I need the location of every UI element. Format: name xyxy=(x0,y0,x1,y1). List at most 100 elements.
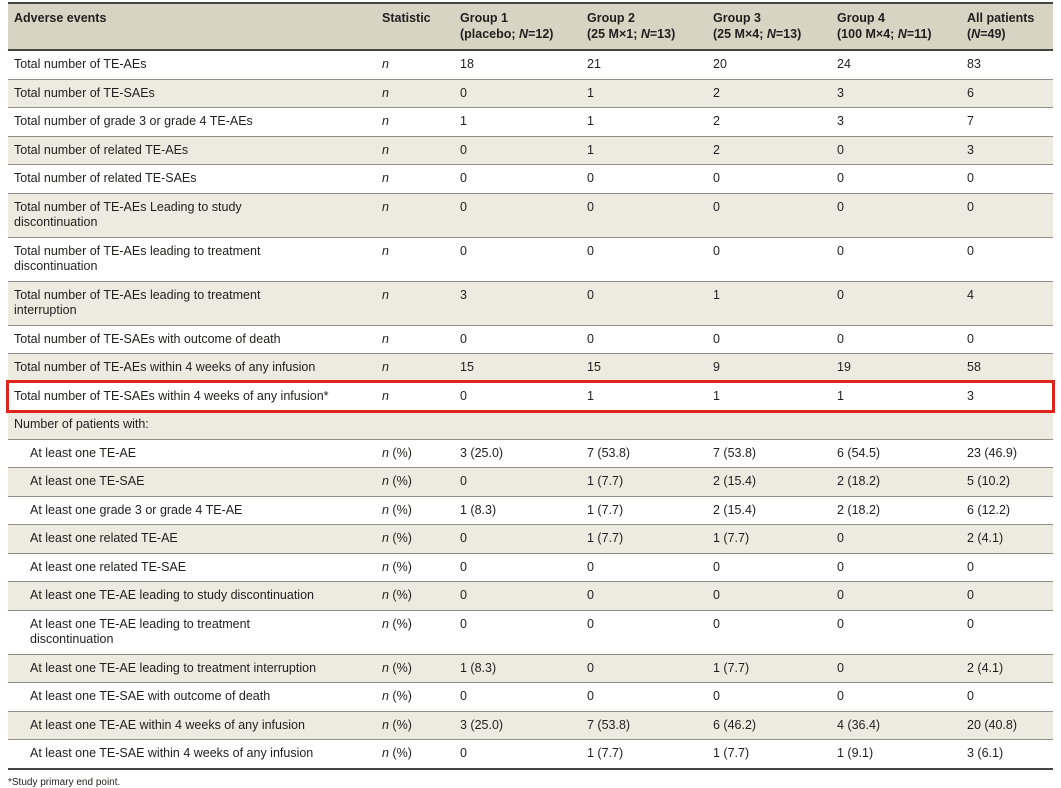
cell-value: 0 xyxy=(581,581,707,610)
row-label: Total number of related TE-SAEs xyxy=(8,164,376,193)
cell-value: 2 (18.2) xyxy=(831,467,961,496)
cell-value: 3 (6.1) xyxy=(961,739,1053,769)
cell-value: 15 xyxy=(454,353,581,382)
cell-value: 0 xyxy=(454,236,581,281)
cell-value: 1 (7.7) xyxy=(581,495,707,525)
cell-value: 1 xyxy=(581,107,707,136)
cell-value: 0 xyxy=(831,135,961,165)
cell-value: 0 xyxy=(454,552,581,582)
table-row: Total number of TE-SAEs within 4 weeks o… xyxy=(6,380,1055,413)
table-body: Total number of TE-AEs n 18 21 20 24 83 Total n… xyxy=(6,50,1055,769)
section-label: Number of patients with: xyxy=(8,410,1053,439)
cell-value: 15 xyxy=(581,353,707,382)
cell-value: 0 xyxy=(707,682,831,711)
cell-value: 1 (7.7) xyxy=(707,739,831,769)
row-label: Total number of TE-SAEs xyxy=(8,78,376,108)
cell-value: 2 (4.1) xyxy=(961,524,1053,553)
row-label: At least one related TE-SAE xyxy=(8,552,376,582)
table-row: At least one related TE-AE n (%) 0 1 (7.7) 1… xyxy=(8,524,1053,553)
cell-value: 0 xyxy=(581,682,707,711)
cell-value: 20 (40.8) xyxy=(961,710,1053,740)
row-label: Total number of TE-AEs Leading to study … xyxy=(8,192,376,237)
group3-name: Group 3 xyxy=(713,11,761,25)
group3-detail: (25 M×4; N=13) xyxy=(713,26,802,41)
col-header-adverse-events: Adverse events xyxy=(8,3,376,51)
cell-value: 0 xyxy=(581,236,707,281)
cell-value: 0 xyxy=(831,164,961,193)
cell-value: 0 xyxy=(581,324,707,354)
statistic-cell: n xyxy=(376,107,454,136)
table-row: Total number of related TE-AEs n 0 1 2 0 3 xyxy=(8,135,1053,165)
table-row: At least one TE-AE leading to treatment … xyxy=(8,609,1053,654)
cell-value: 0 xyxy=(831,581,961,610)
statistic-cell: n xyxy=(382,57,389,71)
col-header-statistic: Statistic xyxy=(376,3,454,51)
cell-value: 0 xyxy=(831,324,961,354)
cell-value: 83 xyxy=(967,57,981,71)
cell-value: 1 (7.7) xyxy=(707,524,831,553)
cell-value: 0 xyxy=(707,192,831,237)
cell-value: 0 xyxy=(454,739,581,769)
group1-name: Group 1 xyxy=(460,11,508,25)
cell-value: 3 (25.0) xyxy=(454,438,581,468)
row-label: Total number of TE-AEs xyxy=(14,57,147,71)
cell-value: 7 xyxy=(961,107,1053,136)
table-row: At least one TE-SAE n (%) 0 1 (7.7) 2 (15.4)… xyxy=(8,467,1053,496)
cell-value: 3 (25.0) xyxy=(454,710,581,740)
statistic-cell: n (%) xyxy=(376,739,454,769)
statistic-cell: n (%) xyxy=(376,552,454,582)
group2-detail: (25 M×1; N=13) xyxy=(587,26,676,41)
cell-value: 0 xyxy=(454,609,581,654)
statistic-cell: n xyxy=(376,381,454,411)
cell-value: 2 xyxy=(707,135,831,165)
col-header-group3: Group 3 (25 M×4; N=13) xyxy=(707,3,831,51)
cell-value: 0 xyxy=(454,682,581,711)
table-row: At least one TE-SAE within 4 weeks of an… xyxy=(8,739,1053,769)
table-row: Total number of TE-AEs Leading to study … xyxy=(8,192,1053,237)
statistic-cell: n xyxy=(376,78,454,108)
cell-value: 0 xyxy=(961,581,1053,610)
cell-value: 3 xyxy=(831,107,961,136)
cell-value: 0 xyxy=(961,609,1053,654)
cell-value: 0 xyxy=(831,552,961,582)
all-patients-detail: (N=49) xyxy=(967,26,1006,41)
cell-value: 0 xyxy=(581,280,707,325)
cell-value: 0 xyxy=(581,552,707,582)
cell-value: 7 (53.8) xyxy=(581,438,707,468)
cell-value: 4 xyxy=(961,280,1053,325)
table-row: Total number of related TE-SAEs n 0 0 0 0 0 xyxy=(8,164,1053,193)
cell-value: 2 (15.4) xyxy=(707,495,831,525)
row-label: Total number of grade 3 or grade 4 TE-AE… xyxy=(8,107,376,136)
cell-value: 1 xyxy=(454,107,581,136)
cell-value: 3 xyxy=(454,280,581,325)
cell-value: 1 xyxy=(581,135,707,165)
table-row: At least one TE-SAE with outcome of deat… xyxy=(8,682,1053,711)
row-label: Total number of TE-SAEs within 4 weeks o… xyxy=(8,381,376,411)
statistic-cell: n xyxy=(376,353,454,382)
statistic-cell: n xyxy=(376,324,454,354)
statistic-cell: n (%) xyxy=(376,682,454,711)
table-row: Total number of TE-AEs leading to treatm… xyxy=(8,236,1053,281)
group4-detail: (100 M×4; N=11) xyxy=(837,26,932,41)
cell-value: 0 xyxy=(961,324,1053,354)
row-label: Total number of TE-AEs within 4 weeks of… xyxy=(8,353,376,382)
cell-value: 4 (36.4) xyxy=(831,710,961,740)
cell-value: 58 xyxy=(961,353,1053,382)
cell-value: 0 xyxy=(831,682,961,711)
cell-value: 3 xyxy=(831,78,961,108)
statistic-cell: n (%) xyxy=(376,710,454,740)
row-label: Total number of related TE-AEs xyxy=(8,135,376,165)
cell-value: 5 (10.2) xyxy=(961,467,1053,496)
cell-value: 1 xyxy=(707,381,831,411)
cell-value: 1 (8.3) xyxy=(454,495,581,525)
cell-value: 7 (53.8) xyxy=(581,710,707,740)
row-label: Total number of TE-AEs leading to treatm… xyxy=(8,280,376,325)
row-label: At least one TE-AE leading to study disc… xyxy=(8,581,376,610)
cell-value: 0 xyxy=(831,609,961,654)
table-row: At least one TE-AE leading to treatment … xyxy=(8,653,1053,683)
cell-value: 0 xyxy=(581,164,707,193)
cell-value: 0 xyxy=(961,192,1053,237)
cell-value: 0 xyxy=(831,192,961,237)
statistic-cell: n (%) xyxy=(376,495,454,525)
cell-value: 21 xyxy=(587,57,601,71)
